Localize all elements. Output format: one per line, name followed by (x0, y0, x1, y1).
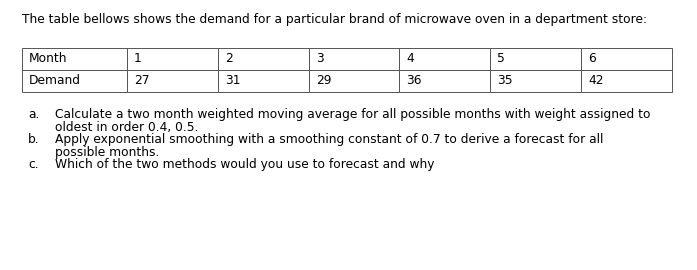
Text: Demand: Demand (29, 75, 81, 87)
Text: Calculate a two month weighted moving average for all possible months with weigh: Calculate a two month weighted moving av… (55, 108, 650, 121)
Text: oldest in order 0.4, 0.5.: oldest in order 0.4, 0.5. (55, 122, 199, 134)
Text: Month: Month (29, 52, 68, 66)
Text: 5: 5 (498, 52, 505, 66)
Bar (399, 70, 490, 92)
Bar (309, 70, 399, 92)
Text: 29: 29 (316, 75, 331, 87)
Bar (581, 70, 672, 92)
Bar (218, 48, 309, 70)
Text: 3: 3 (316, 52, 323, 66)
Bar (22, 70, 127, 92)
Text: 27: 27 (134, 75, 149, 87)
Text: 42: 42 (588, 75, 604, 87)
Bar (581, 48, 672, 70)
Text: 31: 31 (225, 75, 240, 87)
Bar (490, 70, 581, 92)
Text: 2: 2 (225, 52, 233, 66)
Text: 35: 35 (498, 75, 513, 87)
Bar (127, 48, 218, 70)
Text: c.: c. (28, 158, 38, 171)
Text: a.: a. (28, 108, 39, 121)
Text: b.: b. (28, 133, 40, 146)
Text: 36: 36 (406, 75, 422, 87)
Bar (22, 48, 127, 70)
Bar (218, 70, 309, 92)
Text: Which of the two methods would you use to forecast and why: Which of the two methods would you use t… (55, 158, 434, 171)
Bar (127, 70, 218, 92)
Bar (309, 48, 399, 70)
Text: 4: 4 (406, 52, 414, 66)
Text: Apply exponential smoothing with a smoothing constant of 0.7 to derive a forecas: Apply exponential smoothing with a smoot… (55, 133, 604, 146)
Bar (399, 48, 490, 70)
Bar (490, 48, 581, 70)
Text: The table bellows shows the demand for a particular brand of microwave oven in a: The table bellows shows the demand for a… (22, 13, 647, 26)
Text: 6: 6 (588, 52, 596, 66)
Text: 1: 1 (134, 52, 141, 66)
Text: possible months.: possible months. (55, 147, 160, 160)
